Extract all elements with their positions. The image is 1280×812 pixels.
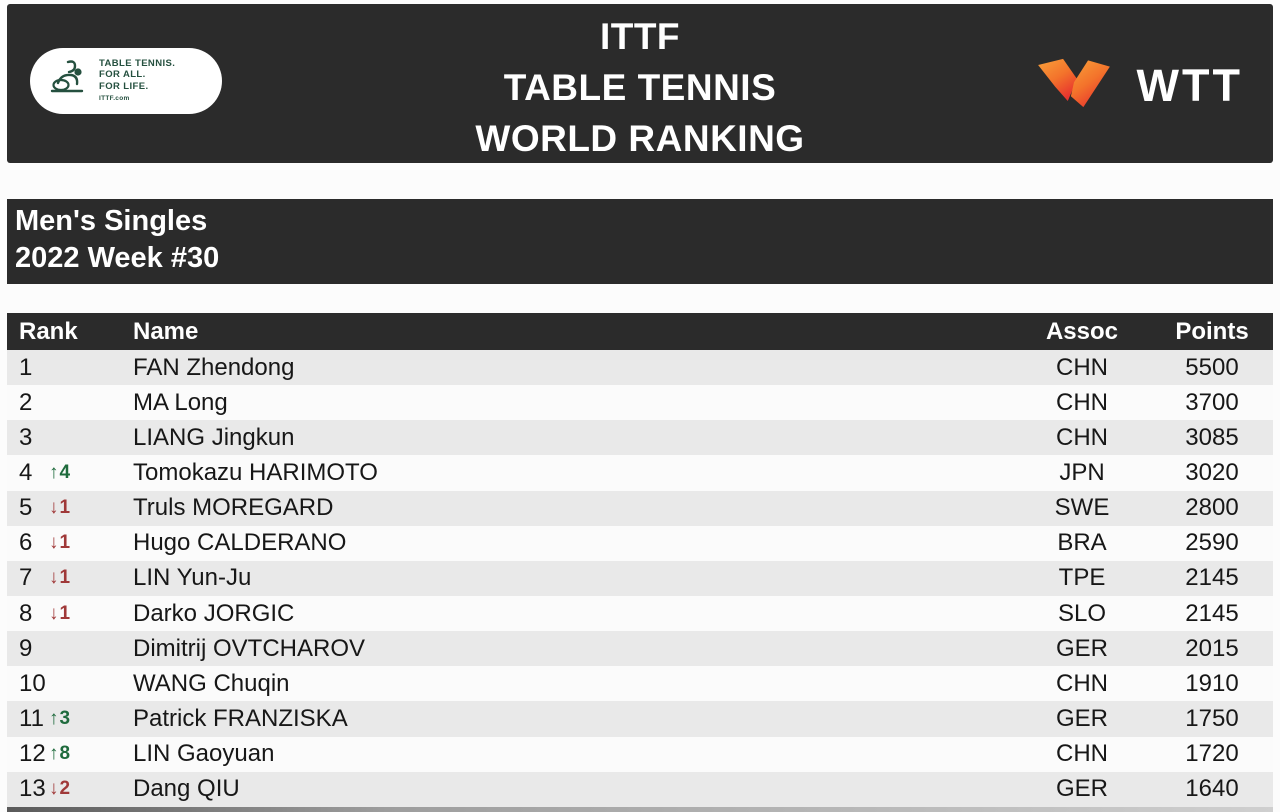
points-value: 3085 <box>1185 423 1239 451</box>
column-header-name: Name <box>133 317 199 345</box>
rank-change-indicator: ↑3 <box>49 707 72 729</box>
association-code: BRA <box>1057 529 1107 557</box>
table-row: 12 ↑8 LIN Gaoyuan CHN 1720 <box>7 736 1273 772</box>
table-row: 6 ↓1 Hugo CALDERANO BRA 2590 <box>7 525 1273 561</box>
table-row: 8 ↓1 Darko JORGIC SLO 2145 <box>7 595 1273 632</box>
table-row: 9 Dimitrij OVTCHAROV GER 2015 <box>7 631 1273 667</box>
points-value: 1750 <box>1185 704 1239 732</box>
header-banner: TABLE TENNIS. FOR ALL. FOR LIFE. ITTF.co… <box>7 4 1273 163</box>
ittf-logo-line: FOR LIFE. <box>99 80 149 92</box>
association-code: SWE <box>1054 494 1110 522</box>
association-code: GER <box>1055 775 1108 803</box>
ittf-player-icon <box>48 59 90 104</box>
association-code: CHN <box>1056 388 1108 416</box>
table-row: 4 ↑4 Tomokazu HARIMOTO JPN 3020 <box>7 455 1273 491</box>
rank-value: 12 <box>19 740 46 768</box>
title-line-2: TABLE TENNIS <box>503 67 777 108</box>
table-row: 13 ↓2 Dang QIU GER 1640 <box>7 771 1273 807</box>
player-name: Dang QIU <box>133 775 240 803</box>
association-code: JPN <box>1059 458 1105 486</box>
ittf-logo-line: FOR ALL. <box>99 69 146 80</box>
association-code: GER <box>1055 704 1108 732</box>
rank-value: 2 <box>19 388 33 416</box>
player-name: LIN Gaoyuan <box>133 740 275 768</box>
table-row: 7 ↓1 LIN Yun-Ju TPE 2145 <box>7 560 1273 596</box>
column-header-points: Points <box>1175 317 1249 345</box>
points-value: 3020 <box>1185 458 1239 486</box>
player-name: Dimitrij OVTCHAROV <box>133 634 365 662</box>
rank-value: 9 <box>19 634 33 662</box>
wtt-logo-icon <box>1035 52 1113 119</box>
points-value: 1720 <box>1185 740 1239 768</box>
player-name: MA Long <box>133 388 228 416</box>
rank-change-indicator: ↓1 <box>49 602 72 624</box>
column-header-assoc: Assoc <box>1045 317 1119 345</box>
wtt-logo: WTT <box>1035 50 1243 120</box>
rank-value: 1 <box>19 353 33 381</box>
association-code: CHN <box>1056 423 1108 451</box>
ranking-rows: 1 FAN Zhendong CHN 5500 2 MA Long CHN 37… <box>7 350 1273 807</box>
rank-change-indicator: ↓1 <box>49 532 72 554</box>
rank-change-indicator: ↓2 <box>49 778 72 800</box>
association-code: CHN <box>1056 669 1108 697</box>
table-row: 3 LIANG Jingkun CHN 3085 <box>7 420 1273 456</box>
rank-value: 10 <box>19 669 46 697</box>
rank-value: 11 <box>19 704 44 732</box>
section-header: Men's Singles 2022 Week #30 <box>7 199 1273 284</box>
points-value: 2590 <box>1185 529 1239 557</box>
association-code: SLO <box>1057 599 1107 627</box>
rank-value: 3 <box>19 423 33 451</box>
column-header-rank: Rank <box>19 317 78 345</box>
rank-value: 7 <box>19 564 33 592</box>
player-name: LIANG Jingkun <box>133 423 295 451</box>
player-name: LIN Yun-Ju <box>133 564 252 592</box>
wtt-wordmark: WTT <box>1136 59 1243 111</box>
bottom-edge <box>7 807 1273 812</box>
rank-value: 8 <box>19 599 33 627</box>
points-value: 2015 <box>1185 634 1239 662</box>
rank-change-indicator: ↑4 <box>49 461 72 483</box>
points-value: 5500 <box>1185 353 1239 381</box>
player-name: Truls MOREGARD <box>133 494 334 522</box>
ittf-logo-url: ITTF.com <box>99 95 130 102</box>
association-code: GER <box>1055 634 1108 662</box>
ittf-logo: TABLE TENNIS. FOR ALL. FOR LIFE. ITTF.co… <box>30 48 222 114</box>
ittf-logo-text: TABLE TENNIS. FOR ALL. FOR LIFE. ITTF.co… <box>99 58 175 105</box>
title-line-1: ITTF <box>599 16 681 57</box>
player-name: Tomokazu HARIMOTO <box>133 458 378 486</box>
association-code: CHN <box>1056 353 1108 381</box>
points-value: 2145 <box>1185 599 1239 627</box>
table-header: Rank Name Assoc Points <box>7 313 1273 350</box>
player-name: Hugo CALDERANO <box>133 529 347 557</box>
ranking-week: 2022 Week #30 <box>15 242 220 274</box>
rank-change-indicator: ↓1 <box>49 497 72 519</box>
rank-value: 13 <box>19 775 46 803</box>
player-name: WANG Chuqin <box>133 669 290 697</box>
table-row: 2 MA Long CHN 3700 <box>7 385 1273 421</box>
table-row: 10 WANG Chuqin CHN 1910 <box>7 666 1273 702</box>
points-value: 3700 <box>1185 388 1239 416</box>
title-line-3: WORLD RANKING <box>475 118 805 159</box>
points-value: 1910 <box>1185 669 1239 697</box>
player-name: Darko JORGIC <box>133 599 295 627</box>
rank-value: 4 <box>19 458 33 486</box>
rank-value: 6 <box>19 529 33 557</box>
rank-value: 5 <box>19 494 33 522</box>
ittf-logo-line: TABLE TENNIS. <box>99 57 176 69</box>
rank-change-indicator: ↑8 <box>49 743 72 765</box>
points-value: 2145 <box>1185 564 1239 592</box>
table-row: 11 ↑3 Patrick FRANZISKA GER 1750 <box>7 701 1273 737</box>
table-row: 1 FAN Zhendong CHN 5500 <box>7 350 1273 386</box>
player-name: Patrick FRANZISKA <box>133 704 348 732</box>
page-title: ITTF TABLE TENNIS WORLD RANKING <box>7 11 1273 164</box>
rank-change-indicator: ↓1 <box>49 567 72 589</box>
player-name: FAN Zhendong <box>133 353 295 381</box>
points-value: 1640 <box>1185 775 1239 803</box>
event-category: Men's Singles <box>15 205 208 237</box>
association-code: CHN <box>1056 740 1108 768</box>
association-code: TPE <box>1058 564 1106 592</box>
table-row: 5 ↓1 Truls MOREGARD SWE 2800 <box>7 490 1273 526</box>
points-value: 2800 <box>1185 494 1239 522</box>
